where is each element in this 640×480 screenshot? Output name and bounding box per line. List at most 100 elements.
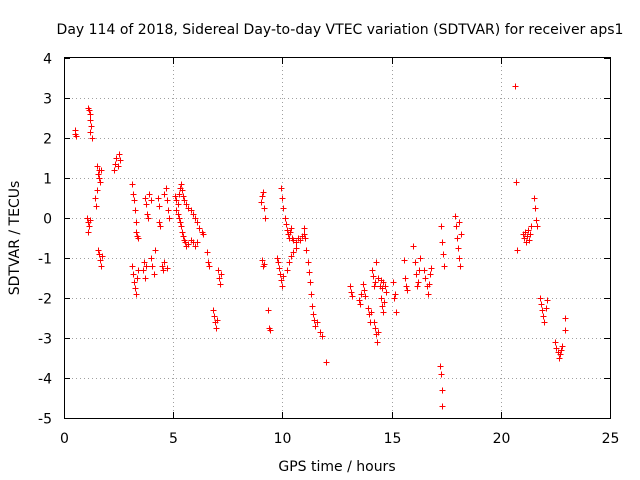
- x-axis-label: GPS time / hours: [278, 459, 395, 475]
- data-point: [414, 283, 421, 290]
- data-point: [183, 201, 190, 208]
- data-point: [371, 283, 378, 290]
- y-tick-label: -1: [38, 252, 52, 268]
- data-point: [314, 319, 321, 326]
- data-point: [196, 225, 203, 232]
- data-point: [437, 363, 444, 370]
- plot-frame: [64, 57, 611, 419]
- data-point: [370, 273, 377, 280]
- data-point: [286, 259, 293, 266]
- data-point: [145, 215, 152, 222]
- data-point: [200, 231, 207, 238]
- data-point: [288, 253, 295, 260]
- data-point: [347, 283, 354, 290]
- data-point: [161, 191, 168, 198]
- data-point: [531, 195, 538, 202]
- data-point: [284, 267, 291, 274]
- data-point: [349, 293, 356, 300]
- data-point: [562, 315, 569, 322]
- data-point: [413, 271, 420, 278]
- data-point: [293, 239, 300, 246]
- data-point: [369, 267, 376, 274]
- data-point: [417, 255, 424, 262]
- data-point: [282, 215, 289, 222]
- data-point: [293, 245, 300, 252]
- data-point: [512, 83, 519, 90]
- data-point: [192, 243, 199, 250]
- data-point: [527, 231, 534, 238]
- y-tick-label: -5: [38, 412, 52, 428]
- data-point: [356, 297, 363, 304]
- data-point: [87, 217, 94, 224]
- data-point: [390, 279, 397, 286]
- data-point: [135, 235, 142, 242]
- data-point: [142, 275, 149, 282]
- data-point: [438, 371, 445, 378]
- y-tick-label: 2: [43, 132, 52, 148]
- data-point: [513, 179, 520, 186]
- data-point: [372, 279, 379, 286]
- data-point: [514, 247, 521, 254]
- data-point: [373, 259, 380, 266]
- data-point: [97, 179, 104, 186]
- data-point: [262, 215, 269, 222]
- data-point: [402, 275, 409, 282]
- data-point: [553, 345, 560, 352]
- data-point: [280, 205, 287, 212]
- data-point: [211, 313, 218, 320]
- data-point: [218, 271, 225, 278]
- data-point: [360, 281, 367, 288]
- y-tick-label: 0: [43, 212, 52, 228]
- data-point: [297, 237, 304, 244]
- data-point: [458, 231, 465, 238]
- data-point: [438, 223, 445, 230]
- data-point: [309, 303, 316, 310]
- data-point: [383, 289, 390, 296]
- data-point: [393, 309, 400, 316]
- data-point: [403, 283, 410, 290]
- data-point: [141, 259, 148, 266]
- data-point: [538, 301, 545, 308]
- data-point: [205, 259, 212, 266]
- data-point: [287, 229, 294, 236]
- data-point: [380, 279, 387, 286]
- data-point: [439, 387, 446, 394]
- data-point: [260, 189, 267, 196]
- data-point: [177, 219, 184, 226]
- data-point: [188, 207, 195, 214]
- data-point: [267, 327, 274, 334]
- data-point: [88, 123, 95, 130]
- x-tick-label: 5: [169, 431, 178, 447]
- data-point: [176, 215, 183, 222]
- data-point: [381, 299, 388, 306]
- data-point: [306, 269, 313, 276]
- data-point: [163, 185, 170, 192]
- data-point: [525, 227, 532, 234]
- y-tick-label: 3: [43, 92, 52, 108]
- data-point: [401, 257, 408, 264]
- data-point: [404, 287, 411, 294]
- data-point: [391, 295, 398, 302]
- data-point: [215, 267, 222, 274]
- data-point: [172, 193, 179, 200]
- data-point: [426, 281, 433, 288]
- data-point: [176, 191, 183, 198]
- data-point: [94, 187, 101, 194]
- data-point: [308, 291, 315, 298]
- data-point: [185, 241, 192, 248]
- data-point: [98, 263, 105, 270]
- data-point: [279, 283, 286, 290]
- data-point: [132, 285, 139, 292]
- data-point: [372, 325, 379, 332]
- data-point: [217, 281, 224, 288]
- data-point: [87, 129, 94, 136]
- data-point: [216, 275, 223, 282]
- data-point: [540, 313, 547, 320]
- data-point: [180, 233, 187, 240]
- data-point: [290, 249, 297, 256]
- data-point: [362, 293, 369, 300]
- data-point: [160, 267, 167, 274]
- data-point: [86, 107, 93, 114]
- data-point: [204, 249, 211, 256]
